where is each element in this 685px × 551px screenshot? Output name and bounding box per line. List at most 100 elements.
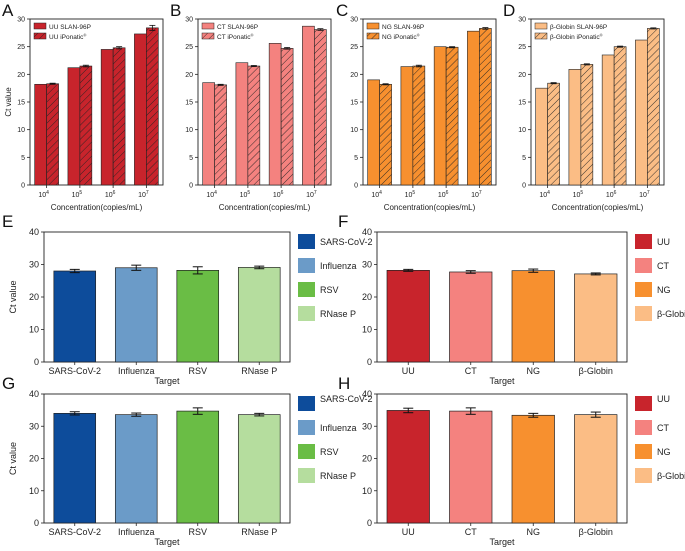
y-tick-label: 0 bbox=[189, 182, 193, 189]
legend-label: CT bbox=[657, 261, 669, 271]
x-tick-label: 106 bbox=[273, 190, 284, 199]
bar-hatch bbox=[113, 47, 126, 186]
bar-hatch bbox=[479, 28, 492, 186]
y-tick-label: 20 bbox=[17, 72, 25, 79]
bar-rsv bbox=[176, 410, 220, 524]
y-tick-label: 0 bbox=[367, 518, 372, 528]
x-tick-label: RNase P bbox=[241, 527, 277, 537]
x-tick-label: SARS-CoV-2 bbox=[48, 366, 101, 376]
legend-swatch bbox=[635, 396, 652, 411]
y-tick-label: 5 bbox=[522, 155, 526, 162]
x-axis-label: Concentration(copies/mL) bbox=[51, 203, 143, 212]
y-tick-label: 15 bbox=[185, 99, 193, 106]
panel-g: G 0 10 20 30 40 Ct value Target SARS-CoV-2 Influe… bbox=[2, 374, 373, 547]
bar--globin bbox=[574, 414, 618, 524]
panel-b: B 0 5 10 15 20 25 30 Concentration(copies/mL)104… bbox=[170, 1, 332, 212]
panel-d: D 0 5 10 15 20 25 30 Concentration(copies/mL)104… bbox=[503, 1, 665, 212]
bar-hatch bbox=[314, 29, 327, 185]
legend-swatch bbox=[33, 22, 47, 30]
bar-β-globin-slan-96p bbox=[601, 54, 615, 186]
y-tick-label: 10 bbox=[185, 127, 193, 134]
legend-swatch bbox=[201, 22, 215, 30]
bar-uu-slan-96p bbox=[100, 49, 114, 186]
x-tick-label: 106 bbox=[438, 190, 449, 199]
y-tick-label: 30 bbox=[362, 421, 372, 431]
bar-hatch bbox=[146, 27, 159, 185]
legend-swatch bbox=[635, 282, 652, 297]
x-tick-label: NG bbox=[527, 366, 541, 376]
bar-hatch bbox=[580, 64, 593, 185]
y-tick-label: 0 bbox=[354, 182, 358, 189]
bar-rnase-p bbox=[237, 267, 281, 363]
x-tick-label: 104 bbox=[206, 190, 217, 199]
panel-letter: G bbox=[2, 374, 15, 393]
panel-letter: C bbox=[336, 1, 348, 20]
y-tick-label: 25 bbox=[185, 44, 193, 51]
legend-swatch bbox=[635, 420, 652, 435]
bar-influenza bbox=[114, 414, 158, 524]
x-tick-label: Influenza bbox=[118, 366, 155, 376]
y-tick-label: 0 bbox=[21, 182, 25, 189]
bar-β-globin-slan-96p bbox=[568, 69, 582, 186]
bar-hatch bbox=[79, 66, 92, 185]
y-tick-label: 0 bbox=[34, 357, 39, 367]
y-tick-label: 25 bbox=[518, 44, 526, 51]
x-axis-label: Target bbox=[154, 537, 180, 547]
legend-swatch bbox=[298, 258, 315, 273]
y-tick-label: 15 bbox=[350, 99, 358, 106]
y-tick-label: 5 bbox=[354, 155, 358, 162]
y-axis-label: Ct value bbox=[8, 280, 18, 313]
legend-swatch-hatch bbox=[34, 33, 46, 39]
y-tick-label: 20 bbox=[29, 454, 39, 464]
x-axis-label: Target bbox=[489, 376, 515, 386]
y-tick-label: 10 bbox=[29, 486, 39, 496]
x-tick-label: 105 bbox=[573, 190, 584, 199]
x-axis-label: Concentration(copies/mL) bbox=[552, 203, 644, 212]
x-tick-label: NG bbox=[527, 527, 541, 537]
panel-f: F 0 10 20 30 40 Target UU CT NG β-Globin UU CT NG β-Gl… bbox=[338, 212, 685, 386]
bar-ng bbox=[511, 414, 555, 524]
legend-label: RSV bbox=[320, 285, 339, 295]
legend-swatch bbox=[366, 22, 380, 30]
legend-swatch-hatch bbox=[535, 33, 547, 39]
x-tick-label: CT bbox=[465, 527, 477, 537]
bar-uu-slan-96p bbox=[34, 83, 47, 186]
panel-c: C 0 5 10 15 20 25 30 Concentration(copies/mL)104… bbox=[336, 1, 497, 212]
x-tick-label: 107 bbox=[639, 190, 650, 199]
x-tick-label: 106 bbox=[105, 190, 116, 199]
y-tick-label: 5 bbox=[189, 155, 193, 162]
panel-a: A 0 5 10 15 20 25 30 Ct value Concentration(copie… bbox=[2, 1, 164, 212]
legend-label: NG bbox=[657, 447, 671, 457]
bar-uu bbox=[386, 270, 430, 363]
legend-label: RNase P bbox=[320, 309, 356, 319]
y-tick-label: 20 bbox=[350, 72, 358, 79]
x-tick-label: 107 bbox=[306, 190, 317, 199]
bar-hatch bbox=[247, 66, 260, 185]
x-axis-label: Target bbox=[154, 376, 180, 386]
bar-hatch bbox=[412, 66, 425, 185]
legend-label: CT iPonatic® bbox=[217, 33, 253, 42]
y-tick-label: 10 bbox=[29, 325, 39, 335]
y-tick-label: 40 bbox=[29, 389, 39, 399]
bar-hatch bbox=[446, 47, 459, 185]
legend-label: NG bbox=[657, 285, 671, 295]
bar-influenza bbox=[114, 267, 158, 363]
legend-swatch bbox=[635, 258, 652, 273]
legend-label: RNase P bbox=[320, 471, 356, 481]
bar-ct bbox=[449, 271, 493, 363]
bar-uu-slan-96p bbox=[67, 67, 81, 186]
bar--globin bbox=[574, 273, 618, 363]
panel-letter: E bbox=[2, 212, 13, 231]
legend-swatch bbox=[635, 306, 652, 321]
legend-label: β-Globin SLAN-96P bbox=[550, 24, 607, 31]
legend-label: UU iPonatic® bbox=[49, 33, 86, 42]
y-tick-label: 20 bbox=[518, 72, 526, 79]
x-tick-label: RSV bbox=[188, 366, 207, 376]
x-tick-label: 104 bbox=[38, 190, 49, 199]
panel-letter: F bbox=[338, 212, 348, 231]
panel-letter: H bbox=[338, 374, 350, 393]
legend-swatch bbox=[635, 234, 652, 249]
bar-ng-slan-96p bbox=[467, 30, 480, 186]
bar-sars-cov-2 bbox=[53, 413, 97, 524]
y-tick-label: 25 bbox=[17, 44, 25, 51]
